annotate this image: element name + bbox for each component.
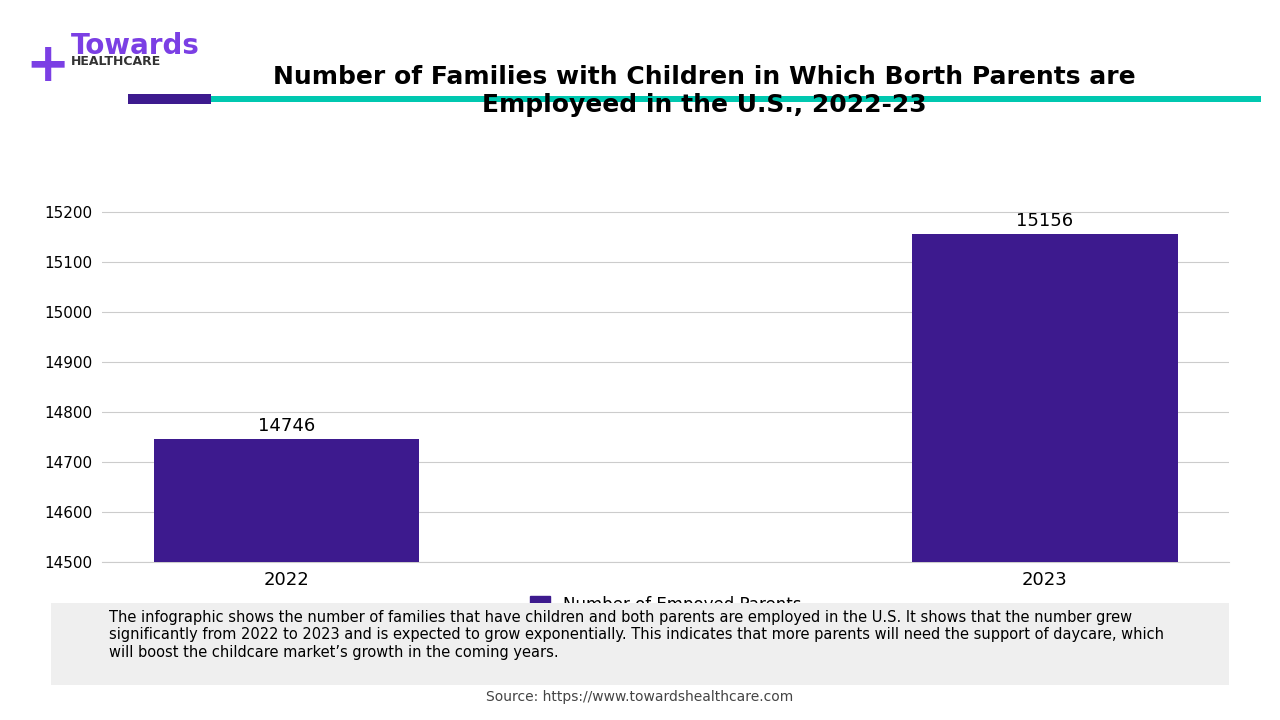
Text: Towards: Towards [70, 32, 200, 60]
Text: The infographic shows the number of families that have children and both parents: The infographic shows the number of fami… [109, 610, 1164, 660]
Text: HEALTHCARE: HEALTHCARE [70, 55, 161, 68]
Text: Source: https://www.towardshealthcare.com: Source: https://www.towardshealthcare.co… [486, 690, 794, 704]
Bar [913, 234, 1178, 720]
Text: 15156: 15156 [1016, 212, 1074, 230]
Text: +: + [26, 40, 70, 91]
Text: 14746: 14746 [257, 417, 315, 435]
Text: Number of Families with Children in Which Borth Parents are
Employeed in the U.S: Number of Families with Children in Whic… [273, 65, 1135, 117]
Bar [154, 438, 419, 720]
Legend: Number of Empoyed Parents: Number of Empoyed Parents [524, 589, 808, 621]
